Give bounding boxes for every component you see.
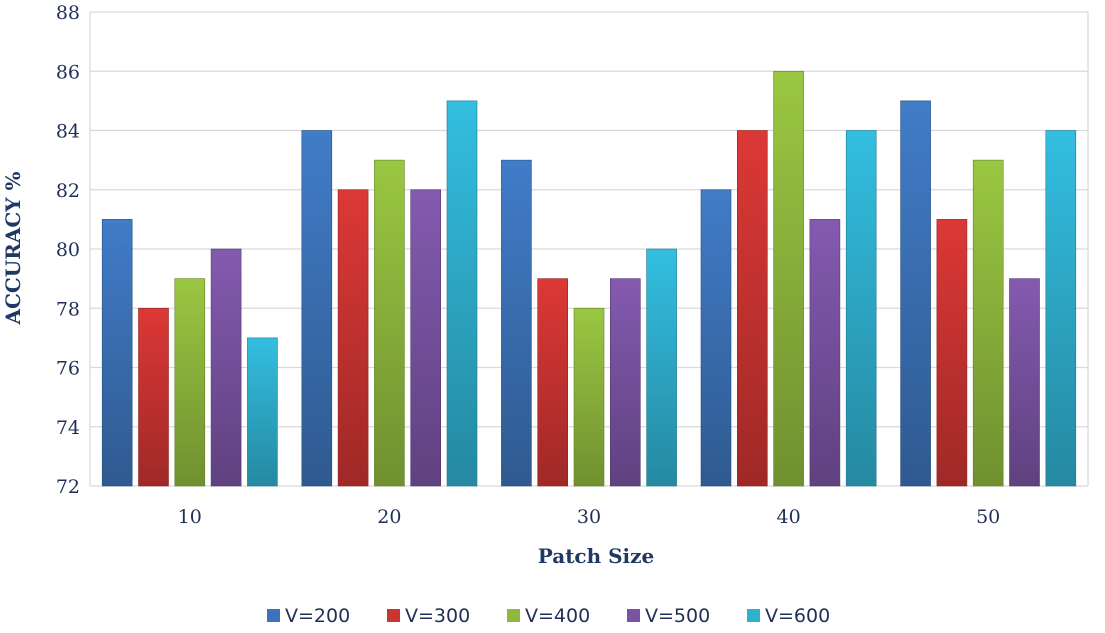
y-tick-label: 72 [56,476,80,498]
bar-v-300-40 [736,130,768,487]
legend-label: V=300 [405,605,470,627]
bar-v-400-40 [773,70,804,487]
legend: V=200 V=300 V=400 V=500 V=600 [267,605,830,627]
bar-v-600-50 [1045,130,1077,487]
legend-item: V=600 [747,605,830,627]
bar-v-600-30 [646,248,677,487]
bar-v-600-10 [247,337,278,487]
legend-label: V=400 [525,605,590,627]
legend-swatch [747,609,760,622]
legend-item: V=200 [267,605,350,627]
legend-item: V=500 [627,605,710,627]
x-axis-title: Patch Size [538,544,655,568]
bar-v-400-30 [573,307,605,487]
bar-v-500-20 [410,189,442,487]
legend-label: V=600 [765,605,830,627]
y-tick-label: 82 [56,180,80,202]
x-axis-ticks: 10 20 30 40 50 [178,506,1001,528]
legend-swatch [267,609,280,622]
bar-v-200-50 [900,100,931,487]
bar-v-200-30 [501,159,532,487]
bar-v-500-30 [609,278,641,487]
x-tick-label: 20 [377,506,401,528]
bar-v-300-30 [537,278,569,487]
bar-v-200-10 [101,219,133,487]
bar-v-600-40 [845,130,877,487]
bar-v-400-20 [374,159,405,487]
bar-v-300-50 [936,219,968,487]
bar-v-500-50 [1009,278,1040,487]
legend-label: V=500 [645,605,710,627]
legend-item: V=400 [507,605,590,627]
legend-item: V=300 [387,605,470,627]
y-axis-ticks: 72 74 76 78 80 82 84 86 88 [56,2,80,498]
legend-swatch [627,609,640,622]
x-tick-label: 40 [777,506,801,528]
bar-v-300-20 [337,189,369,487]
bar-v-300-10 [138,307,169,487]
bar-v-500-10 [210,248,242,487]
y-axis-title: ACCURACY % [1,171,25,325]
y-tick-label: 74 [56,417,80,439]
x-tick-label: 10 [178,506,202,528]
legend-swatch [387,609,400,622]
x-tick-label: 30 [577,506,601,528]
x-tick-label: 50 [976,506,1000,528]
legend-swatch [507,609,520,622]
bar-v-200-40 [700,189,732,487]
bar-v-500-40 [809,219,841,487]
y-tick-label: 76 [56,358,80,380]
bar-v-200-20 [301,130,333,487]
bars [101,70,1077,487]
bar-v-600-20 [446,100,478,487]
legend-label: V=200 [285,605,350,627]
y-tick-label: 86 [56,61,80,83]
y-tick-label: 80 [56,239,80,261]
y-tick-label: 88 [56,2,80,24]
y-tick-label: 78 [56,298,80,320]
bar-v-400-10 [174,278,206,487]
bar-v-400-50 [972,159,1004,487]
y-tick-label: 84 [56,121,80,143]
